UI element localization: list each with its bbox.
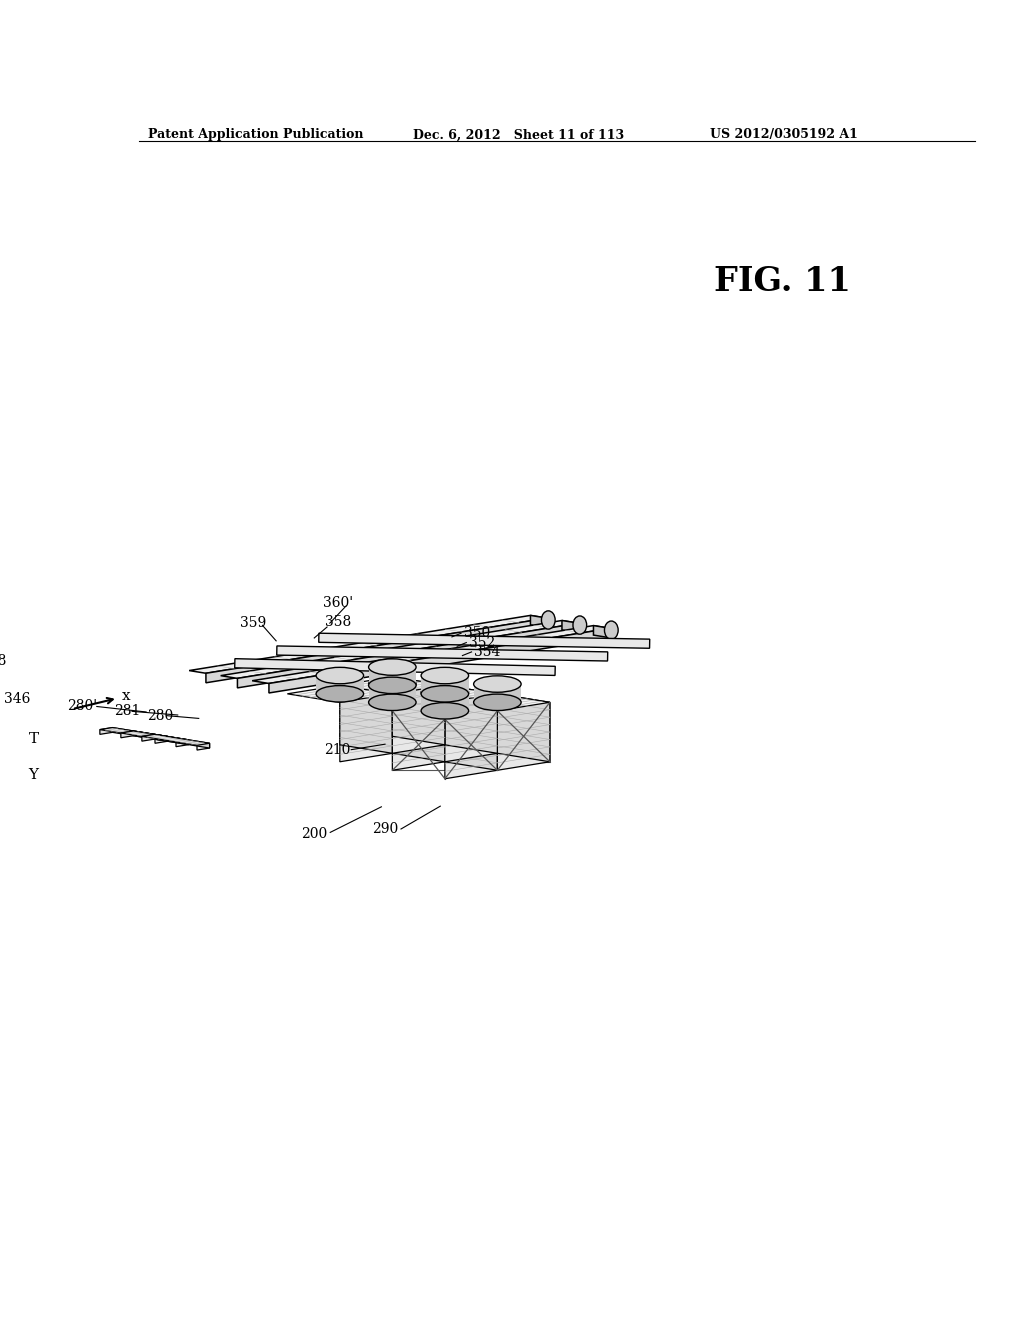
Text: 346: 346 [3,692,30,706]
Polygon shape [444,702,498,771]
Ellipse shape [316,685,364,702]
Polygon shape [369,684,416,702]
Polygon shape [155,734,210,748]
Polygon shape [562,620,579,632]
Ellipse shape [542,611,555,630]
Polygon shape [444,685,498,754]
Text: 200: 200 [301,828,328,841]
Text: 280: 280 [146,709,173,722]
Text: 359: 359 [240,615,266,630]
Polygon shape [121,731,133,738]
Polygon shape [66,701,79,751]
Polygon shape [79,697,87,751]
Ellipse shape [421,702,469,719]
Polygon shape [155,737,168,743]
Polygon shape [66,697,87,701]
Text: 281: 281 [114,705,140,718]
Polygon shape [340,677,444,694]
Text: T: T [29,733,39,746]
Polygon shape [392,685,498,702]
Text: 350: 350 [464,626,490,640]
Ellipse shape [421,668,469,684]
Polygon shape [392,685,444,754]
Ellipse shape [573,616,587,634]
Text: 358: 358 [326,615,351,628]
Text: 354: 354 [474,645,501,659]
Text: US 2012/0305192 A1: US 2012/0305192 A1 [710,128,858,141]
Text: x: x [122,689,131,704]
Polygon shape [100,727,113,734]
Polygon shape [392,702,498,719]
Polygon shape [392,677,444,744]
Polygon shape [530,615,547,627]
Polygon shape [444,710,498,779]
Polygon shape [594,626,610,638]
Polygon shape [369,667,416,685]
Ellipse shape [316,668,364,684]
Polygon shape [28,684,43,721]
Polygon shape [392,702,444,771]
Polygon shape [316,676,364,694]
Polygon shape [392,694,444,762]
Text: 280': 280' [67,700,96,714]
Text: Patent Application Publication: Patent Application Publication [148,128,364,141]
Polygon shape [252,626,610,684]
Polygon shape [276,645,607,661]
Polygon shape [142,734,155,741]
Text: 360': 360' [324,597,353,610]
Polygon shape [340,694,444,710]
Polygon shape [421,676,469,694]
Ellipse shape [369,659,416,676]
Ellipse shape [369,694,416,710]
Ellipse shape [369,676,416,692]
Polygon shape [197,743,210,750]
Polygon shape [142,734,210,746]
Polygon shape [100,727,168,738]
Polygon shape [498,702,550,771]
Polygon shape [176,741,188,747]
Polygon shape [269,628,610,693]
Ellipse shape [474,676,521,692]
Text: 348: 348 [0,655,7,668]
Polygon shape [474,684,521,702]
Polygon shape [133,731,188,744]
Polygon shape [340,694,392,762]
Polygon shape [421,693,469,710]
Text: 352: 352 [469,635,496,649]
Ellipse shape [604,620,618,639]
Polygon shape [238,623,579,688]
Polygon shape [113,727,168,742]
Polygon shape [189,615,547,673]
Polygon shape [234,659,555,676]
Polygon shape [220,620,579,678]
Text: 290: 290 [372,822,398,836]
Polygon shape [340,685,392,754]
Ellipse shape [369,677,416,693]
Polygon shape [43,680,53,721]
Polygon shape [121,731,188,742]
Polygon shape [206,618,547,682]
Polygon shape [444,694,550,710]
Ellipse shape [421,685,469,702]
Text: Dec. 6, 2012   Sheet 11 of 113: Dec. 6, 2012 Sheet 11 of 113 [413,128,624,141]
Text: FIG. 11: FIG. 11 [715,265,851,298]
Ellipse shape [474,694,521,710]
Polygon shape [498,694,550,762]
Text: Y: Y [29,768,38,781]
Polygon shape [28,680,53,684]
Ellipse shape [421,684,469,701]
Polygon shape [318,634,650,648]
Text: 210: 210 [324,743,350,756]
Polygon shape [288,685,392,702]
Polygon shape [444,694,498,762]
